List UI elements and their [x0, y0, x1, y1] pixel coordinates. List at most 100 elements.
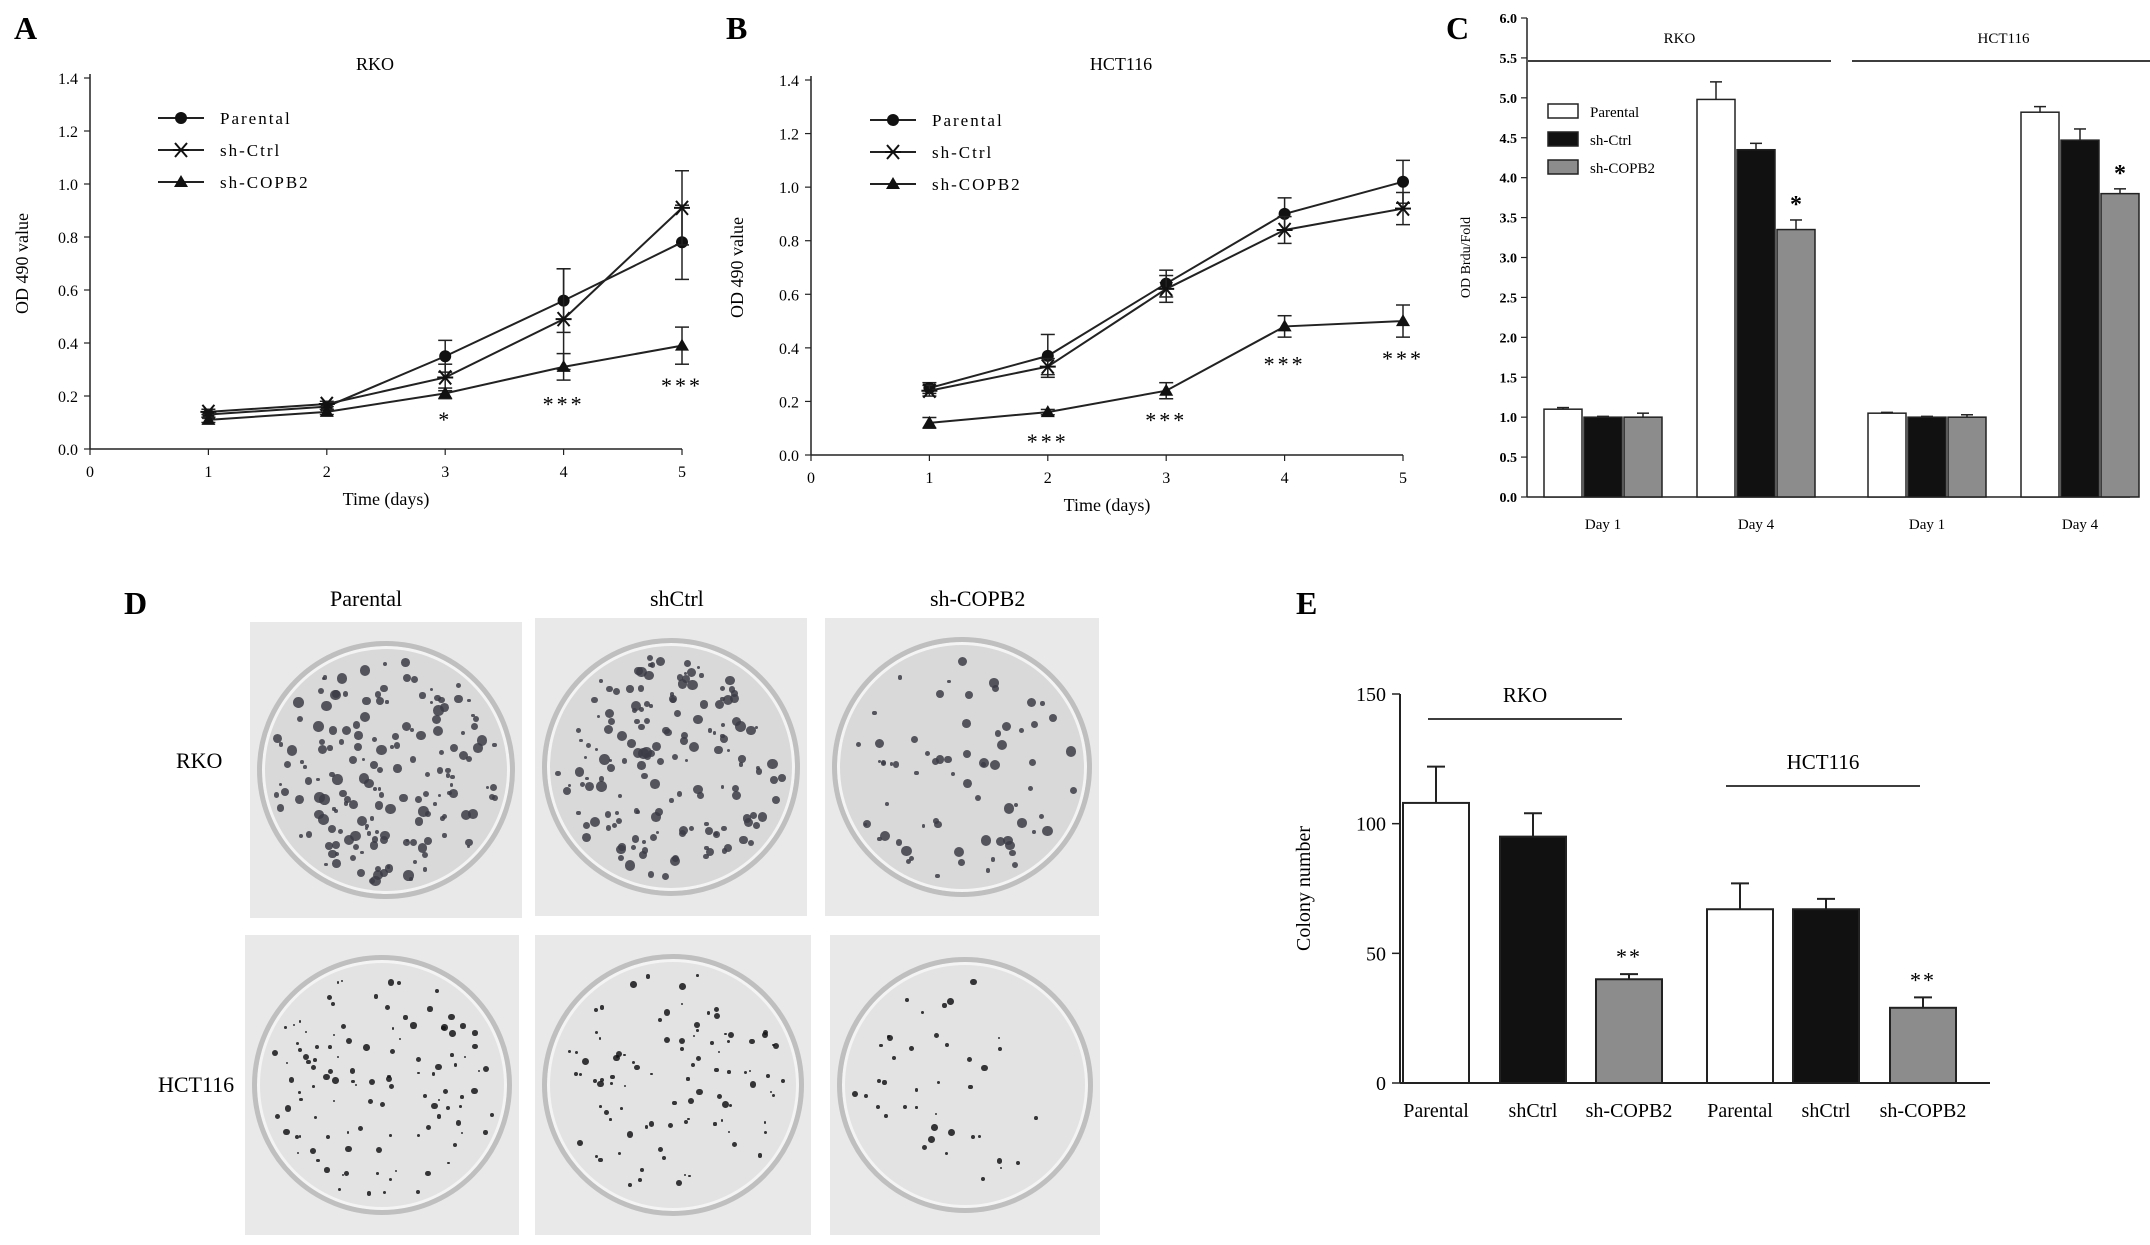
- colony-dot: [715, 700, 725, 710]
- colony-dot: [1026, 697, 1036, 708]
- colony-dot: [298, 1020, 302, 1023]
- colony-dot: [963, 779, 973, 788]
- x-tick-label: Day 1: [1585, 517, 1621, 533]
- colony-dot: [366, 1191, 372, 1196]
- colony-dot: [755, 765, 761, 771]
- colony-dot: [401, 658, 410, 667]
- colony-dot: [458, 1105, 462, 1109]
- colony-dot: [995, 836, 1005, 847]
- colony-dot: [598, 1157, 604, 1163]
- colony-dot: [341, 726, 351, 736]
- colony-dot: [721, 848, 727, 854]
- colony-dot: [931, 1123, 938, 1131]
- colony-dot: [330, 689, 341, 700]
- colony-dot: [403, 1015, 408, 1020]
- y-tick-label: 0.4: [58, 336, 78, 353]
- colony-dot: [901, 845, 912, 857]
- colony-dot: [676, 674, 684, 681]
- colony-dot: [353, 742, 362, 751]
- colony-dot: [415, 1056, 422, 1062]
- y-tick-label: 0.4: [779, 341, 799, 358]
- colony-dot: [962, 749, 972, 759]
- colony-dot: [686, 1077, 690, 1081]
- colony-dot: [339, 789, 347, 797]
- colony-dot: [706, 848, 715, 857]
- colony-dot: [431, 714, 442, 725]
- colony-dot: [599, 1105, 603, 1109]
- colony-dot: [315, 777, 320, 782]
- colony-dot: [731, 1141, 737, 1148]
- bar-parental: [1543, 408, 1583, 498]
- chart-title: RKO: [356, 54, 394, 74]
- colony-dot: [338, 739, 345, 745]
- colony-dot: [652, 742, 661, 752]
- colony-dot: [887, 1035, 891, 1039]
- error-bar: [1921, 415, 1933, 418]
- colony-dot: [331, 840, 341, 850]
- panel-letter-e: E: [1296, 585, 1318, 621]
- legend-label: sh-Ctrl: [1590, 133, 1632, 149]
- colony-dot: [424, 837, 432, 846]
- x-tick-label: 3: [441, 464, 449, 481]
- colony-dot: [883, 1114, 888, 1118]
- colony-dot: [645, 974, 651, 979]
- legend-label: sh-COPB2: [1590, 161, 1655, 177]
- colony-dot: [766, 1074, 770, 1079]
- colony-dot: [293, 697, 304, 708]
- colony-dot: [332, 1100, 335, 1103]
- colony-dot: [893, 761, 900, 768]
- colony-dot: [416, 1133, 421, 1138]
- colony-dot: [713, 1006, 720, 1013]
- error-bar: [1620, 973, 1638, 980]
- colony-dot: [489, 783, 497, 791]
- colony-dot: [410, 728, 415, 733]
- bar-sh-copb2: [1889, 1006, 1957, 1084]
- error-bar: [1637, 412, 1649, 418]
- colony-dot: [637, 761, 646, 770]
- chart-a-rko-mtt: 0.0 0.2 0.4 0.6 0.8 1.0 1.2 1.4 0 1 2 3 4 5 Time (days…: [12, 54, 700, 510]
- x-tick-label: shCtrl: [1509, 1100, 1558, 1122]
- colony-dot: [285, 1061, 288, 1065]
- colony-dot: [323, 1073, 330, 1080]
- colony-dot: [686, 667, 697, 677]
- y-tick-label: 1.2: [779, 127, 799, 144]
- colony-dot: [719, 696, 725, 702]
- bar-parental: [2020, 111, 2060, 498]
- colony-dot: [274, 1114, 280, 1120]
- colony-dot: [693, 785, 703, 795]
- colony-dot: [658, 1146, 664, 1153]
- colony-dot: [697, 791, 705, 799]
- colony-dot: [724, 675, 735, 686]
- colony-dot: [585, 742, 592, 749]
- group-label: RKO: [1503, 683, 1547, 707]
- colony-dot: [978, 1135, 982, 1139]
- colony-dot: [895, 839, 902, 846]
- colony-dot: [433, 802, 437, 806]
- colony-dot: [284, 1026, 288, 1029]
- colony-dot: [352, 721, 361, 729]
- colony-dot: [631, 835, 640, 843]
- colony-dot: [762, 1032, 768, 1039]
- colony-dot: [634, 666, 643, 676]
- colony-dot: [593, 1007, 598, 1012]
- colony-dot: [450, 1053, 454, 1057]
- colony-dot: [380, 684, 388, 692]
- colony-dot: [672, 1100, 677, 1106]
- colony-dot: [676, 1179, 683, 1186]
- colony-dot: [596, 1080, 604, 1088]
- error-bar: [1557, 406, 1569, 410]
- colony-dot: [635, 810, 640, 814]
- colony-dot: [442, 833, 447, 838]
- colony-dot: [324, 1167, 330, 1173]
- colony-dot: [582, 833, 592, 843]
- y-tick-label: 5.0: [1500, 92, 1518, 107]
- colony-plate-rko-shctrl: [535, 618, 807, 916]
- colony-dot: [458, 751, 469, 761]
- colony-dot: [466, 844, 471, 848]
- colony-dot: [1033, 1115, 1038, 1120]
- colony-dot: [648, 1121, 655, 1127]
- petri-dish: [252, 955, 512, 1215]
- colony-dot: [704, 845, 709, 851]
- group-label: RKO: [1664, 31, 1696, 47]
- colony-dot: [433, 725, 444, 737]
